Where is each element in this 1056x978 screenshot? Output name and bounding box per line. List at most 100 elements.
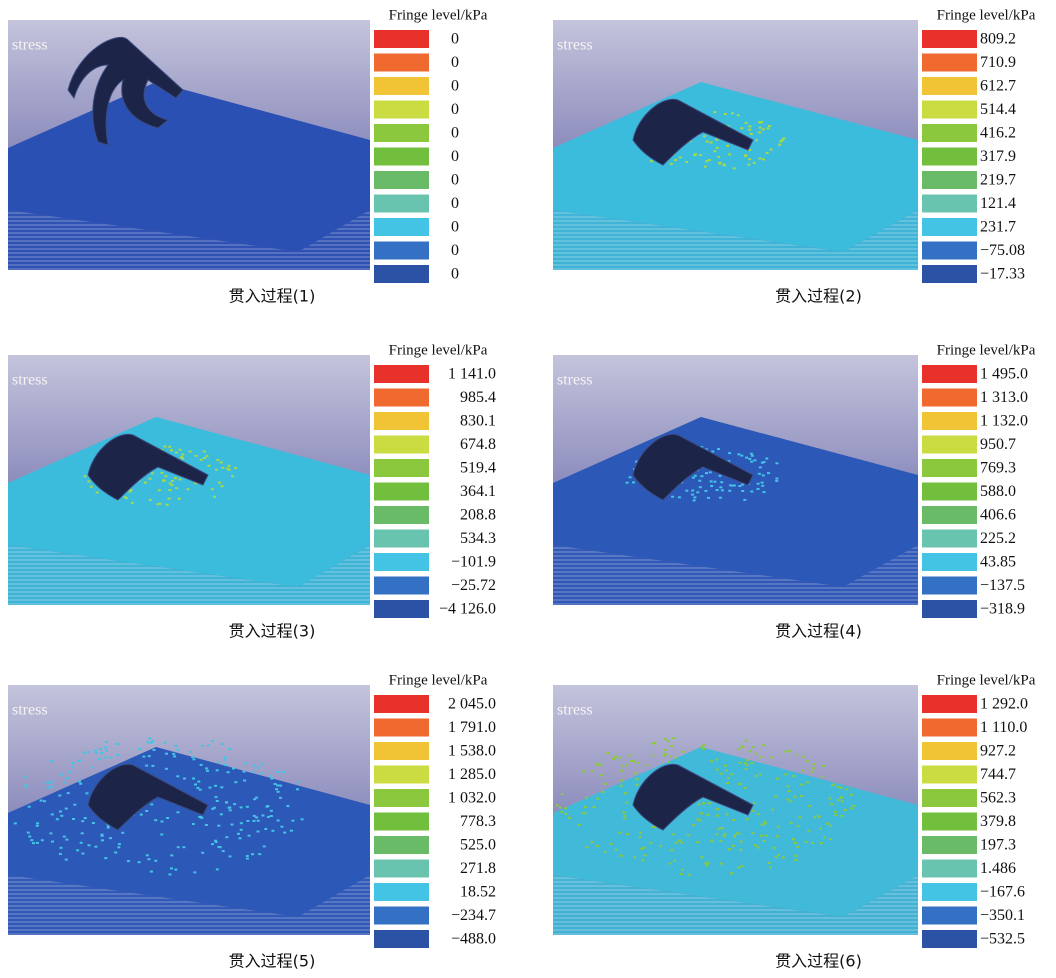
stress-cell xyxy=(796,846,799,848)
legend-label: 534.3 xyxy=(460,530,496,547)
stress-cell xyxy=(150,871,153,873)
stress-cell xyxy=(702,748,705,750)
legend-label: 231.7 xyxy=(980,219,1016,236)
stress-cell xyxy=(251,771,254,773)
stress-cell xyxy=(698,480,701,482)
legend-swatch xyxy=(374,907,429,925)
stress-cell xyxy=(663,755,666,757)
stress-cell xyxy=(732,819,735,821)
stress-cell xyxy=(59,811,62,813)
legend-label: 514.4 xyxy=(980,101,1016,118)
stress-cell xyxy=(291,820,294,822)
legend-swatch xyxy=(374,389,429,407)
stress-cell xyxy=(667,740,670,742)
legend-label: 2 045.0 xyxy=(448,696,496,713)
stress-cell xyxy=(220,813,223,815)
stress-cell xyxy=(280,826,283,828)
stress-cell xyxy=(790,822,793,824)
legend-swatch xyxy=(922,459,977,477)
stress-cell xyxy=(228,807,231,809)
legend-swatch xyxy=(374,218,429,236)
stress-cell xyxy=(800,784,803,786)
stress-cell xyxy=(850,807,853,809)
legend-label: 710.9 xyxy=(980,54,1016,71)
stress-cell xyxy=(739,762,742,764)
stress-cell xyxy=(723,835,726,837)
stress-cell xyxy=(720,773,723,775)
stress-cell xyxy=(246,858,249,860)
stress-cell xyxy=(36,822,39,824)
stress-cell xyxy=(267,816,270,818)
legend-label: 1 538.0 xyxy=(448,743,496,760)
stress-cell xyxy=(615,849,618,851)
stress-cell xyxy=(719,486,722,488)
stress-cell xyxy=(127,860,130,862)
stress-cell xyxy=(286,805,289,807)
stress-cell xyxy=(673,860,676,862)
stress-cell xyxy=(706,141,709,143)
stress-cell xyxy=(603,851,606,853)
stress-cell xyxy=(633,761,636,763)
stress-cell xyxy=(206,770,209,772)
stress-cell xyxy=(146,854,149,856)
stress-cell xyxy=(239,837,242,839)
legend-label: 219.7 xyxy=(980,172,1016,189)
legend-swatch xyxy=(922,813,977,831)
stress-cell xyxy=(216,800,219,802)
stress-cell xyxy=(94,750,97,752)
stress-label: stress xyxy=(557,37,593,54)
stress-cell xyxy=(705,472,708,474)
legend-label: −4 126.0 xyxy=(439,601,496,618)
stress-cell xyxy=(846,788,849,790)
stress-cell xyxy=(290,830,293,832)
stress-cell xyxy=(41,839,44,841)
stress-cell xyxy=(760,756,763,758)
stress-cell xyxy=(161,472,164,474)
stress-cell xyxy=(561,793,564,795)
stress-cell xyxy=(737,867,740,869)
legend-label: −532.5 xyxy=(980,931,1025,948)
stress-cell xyxy=(640,848,643,850)
stress-cell xyxy=(776,778,779,780)
stress-cell xyxy=(829,838,832,840)
stress-cell xyxy=(821,776,824,778)
stress-cell xyxy=(717,448,720,450)
stress-cell xyxy=(779,141,782,143)
stress-cell xyxy=(841,800,844,802)
stress-cell xyxy=(620,779,623,781)
legend-label: −75.08 xyxy=(980,242,1025,259)
stress-cell xyxy=(222,850,225,852)
stress-cell xyxy=(231,475,234,477)
stress-cell xyxy=(759,466,762,468)
stress-cell xyxy=(802,756,805,758)
stress-cell xyxy=(741,490,744,492)
stress-cell xyxy=(104,756,107,758)
stress-cell xyxy=(175,487,178,489)
legend-swatch xyxy=(374,436,429,454)
stress-cell xyxy=(193,871,196,873)
legend-swatch xyxy=(922,483,977,501)
caption: 贯入过程(3) xyxy=(229,622,316,641)
stress-cell xyxy=(731,112,734,114)
stress-cell xyxy=(220,786,223,788)
stress-cell xyxy=(738,783,741,785)
legend-title: Fringe level/kPa xyxy=(937,672,1036,688)
stress-cell xyxy=(721,827,724,829)
stress-cell xyxy=(231,824,234,826)
stress-cell xyxy=(168,498,171,500)
legend-swatch xyxy=(922,54,977,72)
legend-swatch xyxy=(922,124,977,142)
stress-label: stress xyxy=(12,702,48,719)
stress-cell xyxy=(746,818,749,820)
stress-cell xyxy=(713,150,716,152)
stress-cell xyxy=(782,857,785,859)
stress-cell xyxy=(674,159,677,161)
stress-cell xyxy=(559,807,562,809)
stress-cell xyxy=(696,841,699,843)
stress-cell xyxy=(94,846,97,848)
legend-swatch xyxy=(922,365,977,383)
stress-cell xyxy=(699,486,702,488)
stress-cell xyxy=(753,802,756,804)
stress-cell xyxy=(769,149,772,151)
stress-cell xyxy=(175,452,178,454)
